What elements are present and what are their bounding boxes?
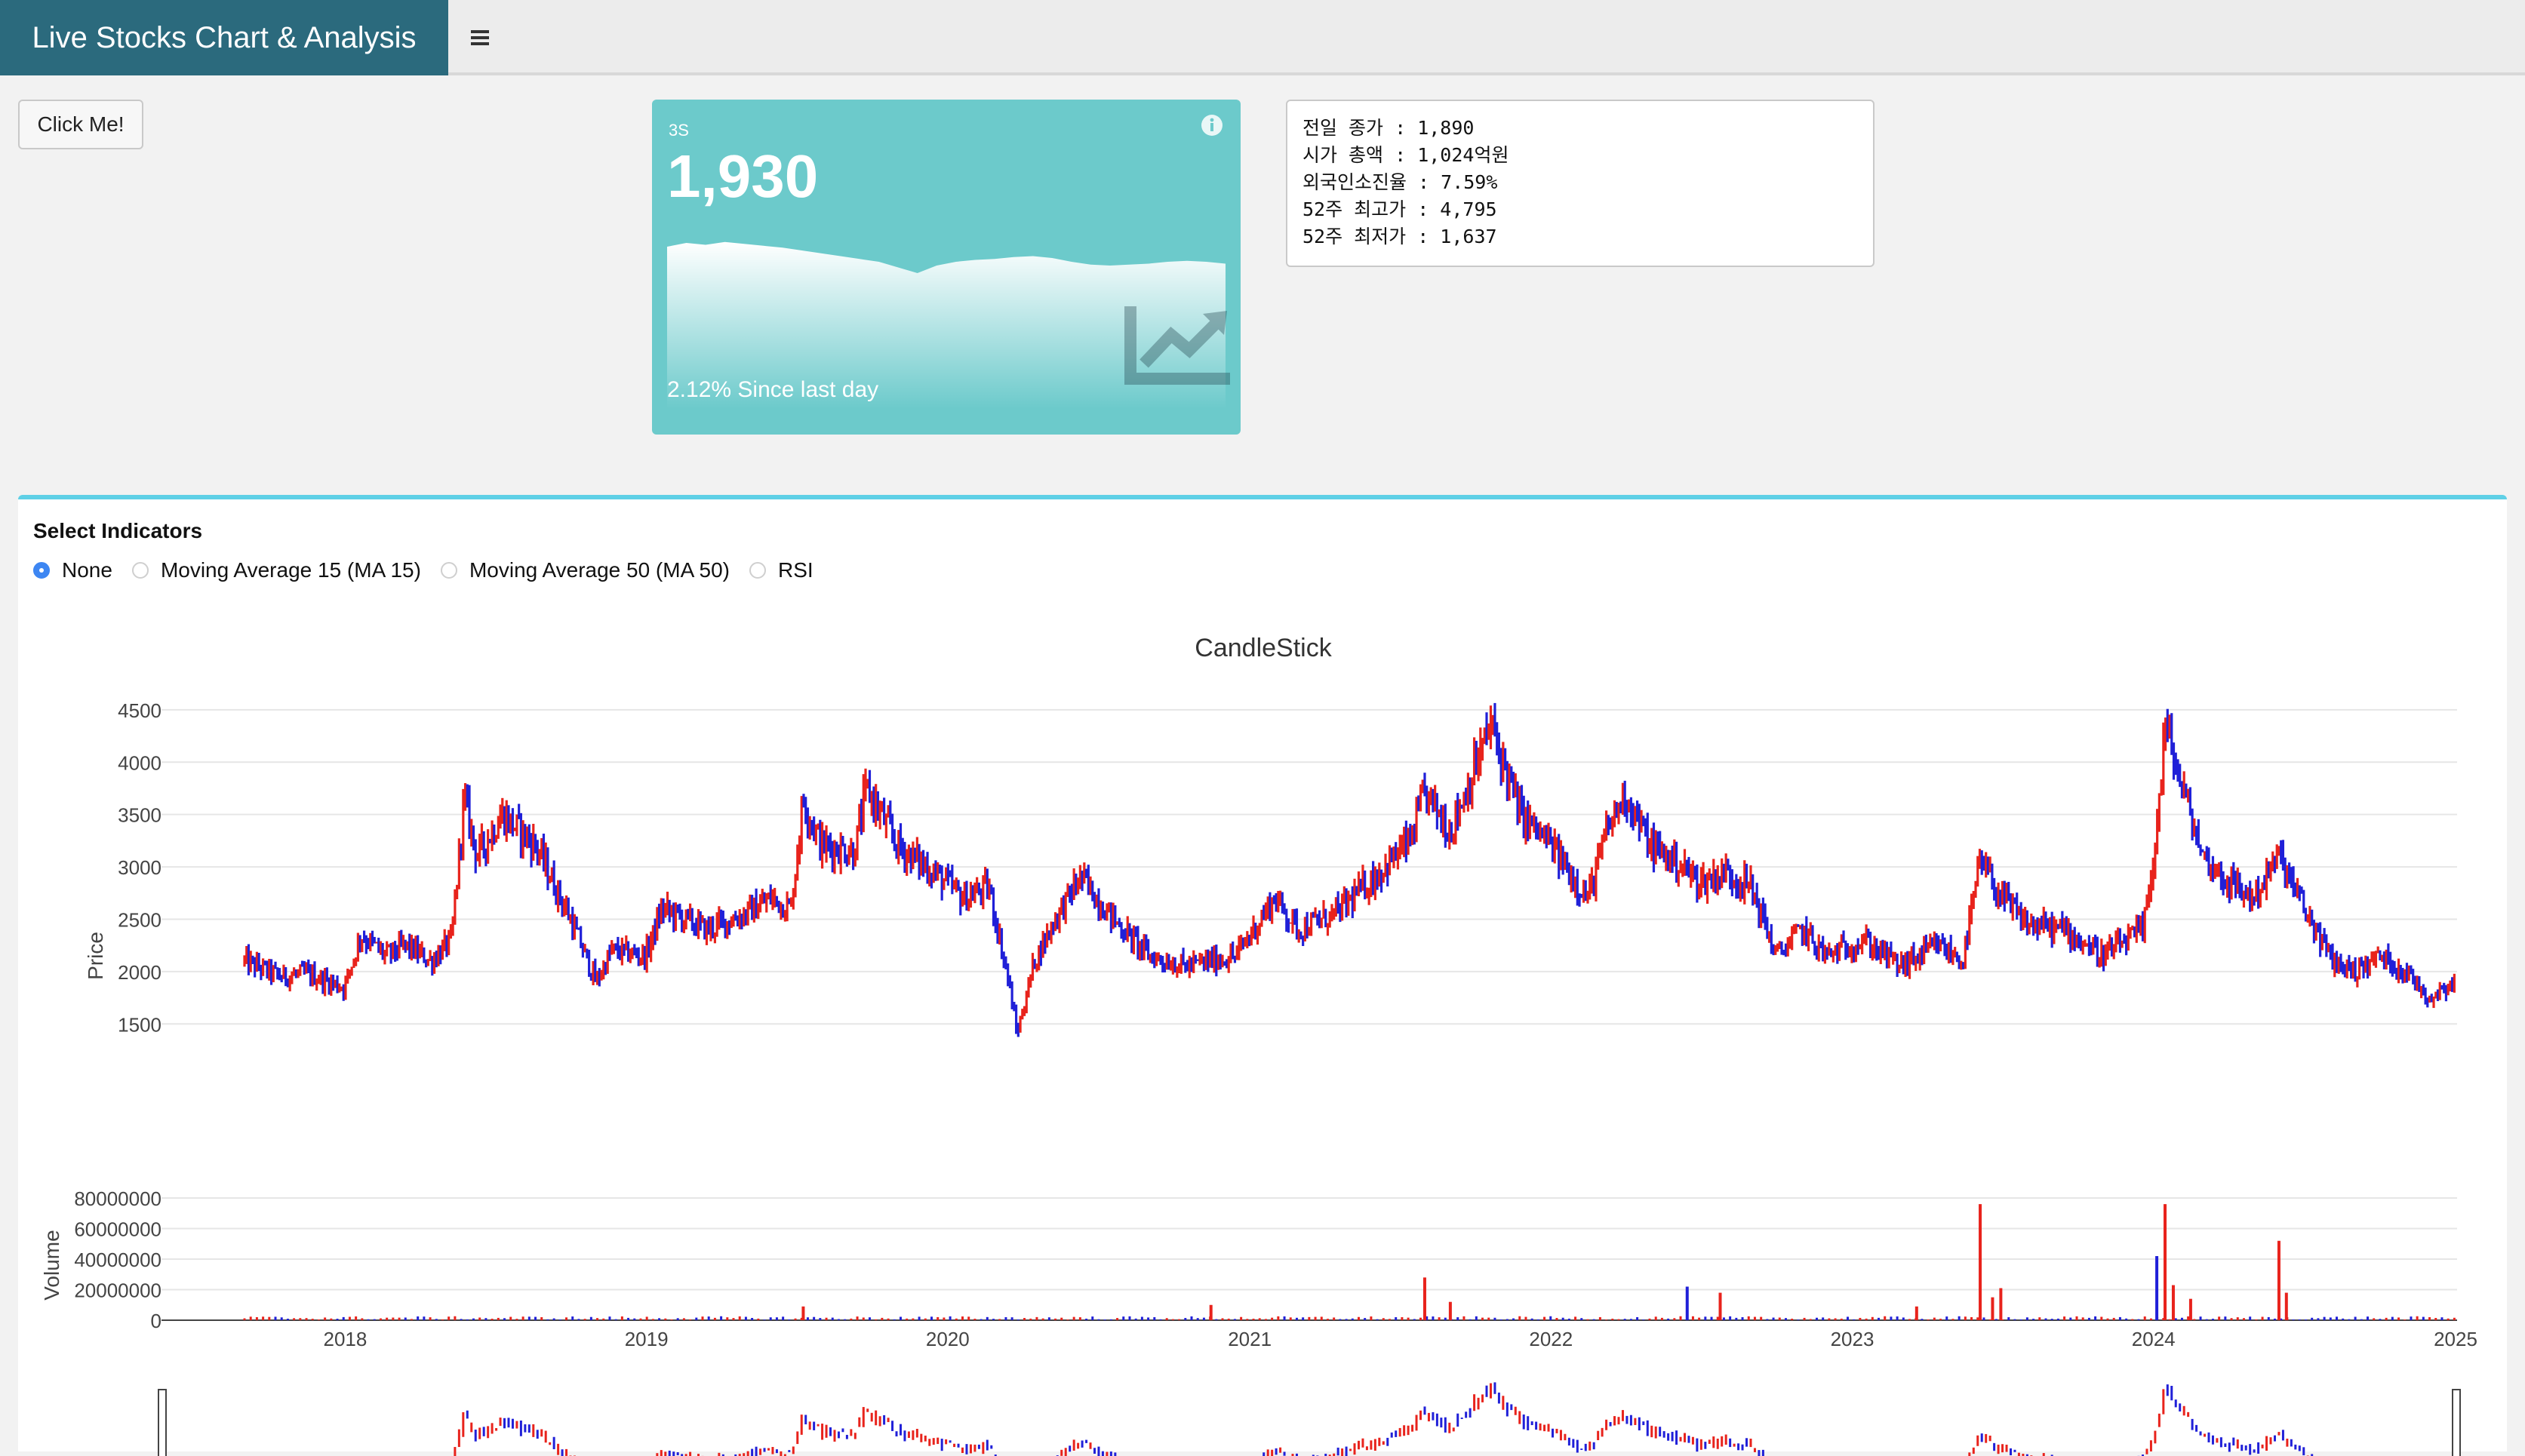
radio-label: None xyxy=(62,558,112,582)
price-tick-label: 4000 xyxy=(118,751,161,774)
volume-tick-label: 0 xyxy=(151,1310,161,1332)
click-me-button[interactable]: Click Me! xyxy=(18,100,143,149)
value-box: 3S 1,930 2.12% Since last day xyxy=(652,100,1241,435)
indicators-title: Select Indicators xyxy=(33,519,203,542)
x-tick-label: 2022 xyxy=(1529,1328,1573,1350)
x-tick-label: 2021 xyxy=(1228,1328,1272,1350)
volume-axis-label: Volume xyxy=(40,1230,63,1300)
range-slider-right-handle[interactable] xyxy=(2452,1389,2461,1456)
x-tick-label: 2024 xyxy=(2132,1328,2176,1350)
chart-panel: Select Indicators None Moving Average 15… xyxy=(18,495,2507,1456)
radio-ma15[interactable]: Moving Average 15 (MA 15) xyxy=(131,558,421,582)
candles xyxy=(243,702,2456,1037)
info-line: 52주 최고가 : 4,795 xyxy=(1302,198,1497,220)
range-slider[interactable] xyxy=(158,1382,2461,1456)
info-line: 시가 총액 : 1,024억원 xyxy=(1302,144,1509,166)
price-tick-label: 4500 xyxy=(118,699,161,722)
radio-dot[interactable] xyxy=(440,562,457,579)
volume-tick-label: 20000000 xyxy=(74,1279,161,1302)
chart-grid: 1500 2000 2500 3000 3500 4000 4500 0 20000000 400… xyxy=(74,699,2457,1332)
volume-bars xyxy=(243,1204,2456,1320)
price-axis-label: Price xyxy=(84,932,107,980)
chart-line-icon xyxy=(1124,306,1230,385)
radio-dot[interactable] xyxy=(131,562,149,579)
sparkline-area xyxy=(667,241,1226,409)
x-tick-label: 2020 xyxy=(926,1328,970,1350)
radio-ma50[interactable]: Moving Average 50 (MA 50) xyxy=(440,558,730,582)
value-box-subtitle: 3S xyxy=(669,121,689,140)
top-navbar: Live Stocks Chart & Analysis xyxy=(0,0,2525,75)
price-tick-label: 3000 xyxy=(118,856,161,879)
app-title: Live Stocks Chart & Analysis xyxy=(0,0,448,75)
radio-none[interactable]: None xyxy=(33,558,112,582)
volume-tick-label: 60000000 xyxy=(74,1218,161,1241)
price-tick-label: 3500 xyxy=(118,804,161,827)
radio-label: Moving Average 15 (MA 15) xyxy=(160,558,421,582)
chart-title: CandleStick xyxy=(1195,634,1332,662)
radio-dot[interactable] xyxy=(749,562,766,579)
price-tick-label: 2000 xyxy=(118,961,161,984)
price-tick-label: 2500 xyxy=(118,908,161,931)
radio-label: RSI xyxy=(777,558,813,582)
range-slider-left-handle[interactable] xyxy=(158,1389,167,1456)
radio-label: Moving Average 50 (MA 50) xyxy=(469,558,730,582)
stock-info-box: 전일 종가 : 1,890 시가 총액 : 1,024억원 외국인소진율 : 7… xyxy=(1286,100,1875,267)
price-tick-label: 1500 xyxy=(118,1013,161,1036)
x-tick-label: 2025 xyxy=(2434,1328,2477,1350)
radio-dot[interactable] xyxy=(33,562,50,579)
candlestick-chart[interactable]: CandleStick 1500 2000 2500 3000 3500 4000 4500… xyxy=(18,499,2507,1456)
value-box-sparkline xyxy=(667,241,1226,409)
info-line: 전일 종가 : 1,890 xyxy=(1302,117,1475,139)
sidebar-toggle-button[interactable] xyxy=(459,15,501,60)
indicator-radio-group: None Moving Average 15 (MA 15) Moving Av… xyxy=(33,558,833,582)
volume-tick-label: 40000000 xyxy=(74,1249,161,1271)
value-box-footer: 2.12% Since last day xyxy=(667,377,879,402)
x-tick-label: 2019 xyxy=(625,1328,669,1350)
value-box-value: 1,930 xyxy=(667,143,819,210)
info-icon[interactable] xyxy=(1200,113,1224,137)
info-line: 52주 최저가 : 1,637 xyxy=(1302,226,1497,247)
x-tick-label: 2018 xyxy=(324,1328,368,1350)
x-tick-label: 2023 xyxy=(1831,1328,1875,1350)
radio-rsi[interactable]: RSI xyxy=(749,558,813,582)
info-line: 외국인소진율 : 7.59% xyxy=(1302,171,1498,193)
hamburger-icon xyxy=(471,30,489,45)
volume-tick-label: 80000000 xyxy=(74,1187,161,1210)
